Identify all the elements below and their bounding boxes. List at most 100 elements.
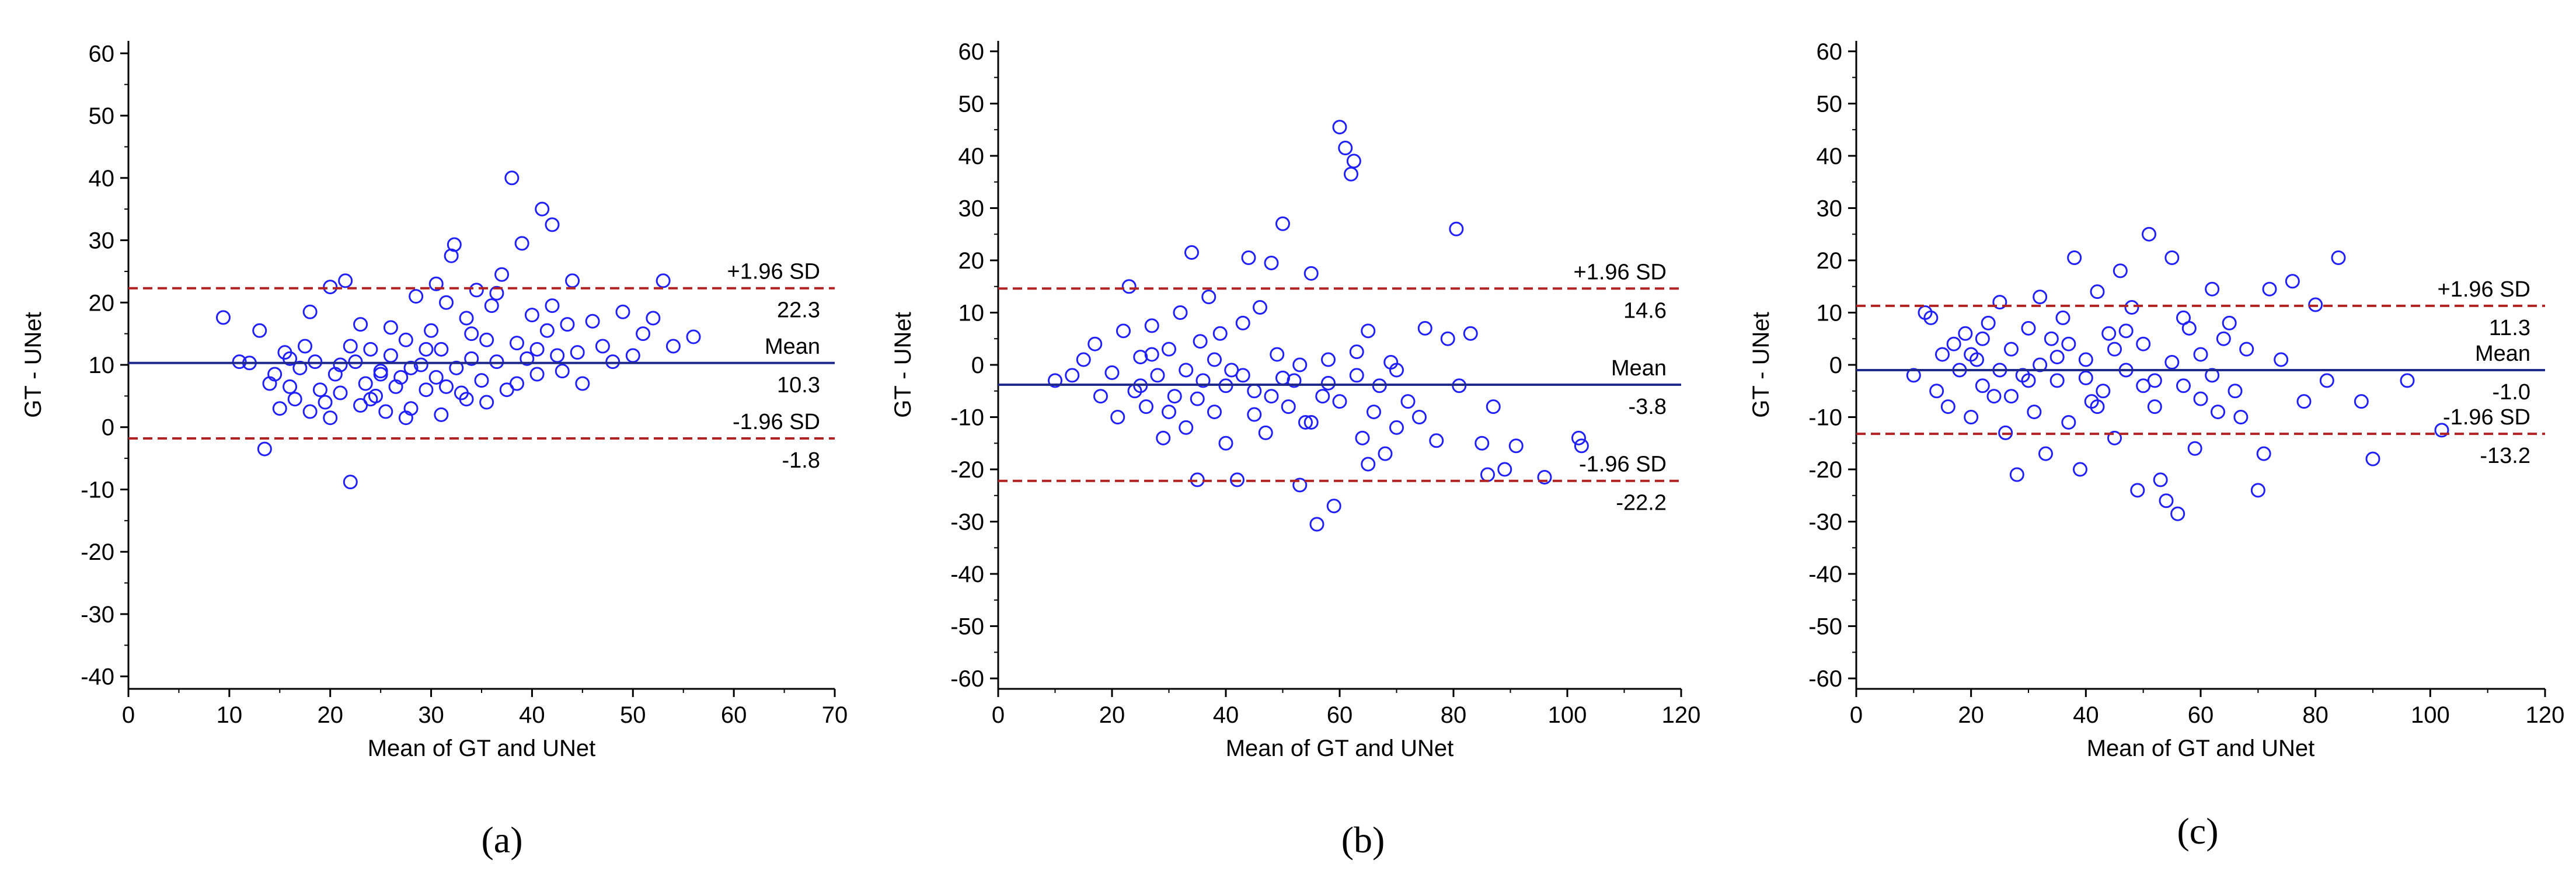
data-point: [1417, 320, 1432, 336]
y-tick-label: 0: [1829, 353, 1842, 378]
x-tick-label: 70: [822, 702, 848, 728]
data-point: [2055, 310, 2070, 325]
data-point: [1309, 517, 1324, 532]
y-tick-label: 60: [958, 39, 985, 65]
y-tick-label: -10: [1808, 405, 1842, 431]
data-point: [1338, 141, 1353, 156]
y-tick-label: 20: [89, 290, 115, 316]
data-point: [1184, 245, 1199, 260]
x-tick-label: 10: [217, 702, 243, 728]
data-point: [1964, 410, 1979, 425]
data-point: [1179, 363, 1194, 378]
x-tick-label: 120: [1662, 702, 1701, 728]
data-point: [424, 323, 439, 338]
data-point: [1303, 266, 1319, 281]
data-point: [2107, 430, 2122, 445]
upper-limit-value: 22.3: [777, 298, 820, 323]
x-tick-label: 20: [1099, 702, 1125, 728]
data-point: [1940, 399, 1955, 414]
data-point: [1946, 336, 1961, 351]
data-point: [2319, 373, 2334, 388]
data-point: [1981, 315, 1996, 330]
lower-limit-label: -1.96 SD: [733, 410, 820, 434]
data-point: [2101, 326, 2117, 341]
data-point: [1193, 334, 1208, 349]
data-point: [2365, 451, 2380, 466]
data-point: [2222, 315, 2237, 330]
data-point: [1065, 368, 1080, 383]
data-point: [1218, 436, 1233, 451]
data-point: [529, 367, 545, 382]
data-point: [585, 313, 600, 329]
data-point: [338, 273, 353, 288]
data-point: [2061, 414, 2076, 430]
data-point: [2027, 405, 2042, 420]
data-point: [312, 382, 327, 398]
data-point: [510, 336, 524, 351]
data-point: [1326, 499, 1341, 514]
data-point: [2211, 405, 2225, 420]
y-tick-label: -10: [81, 477, 114, 503]
x-tick-label: 40: [519, 702, 545, 728]
x-tick-label: 0: [992, 702, 1005, 728]
data-point: [656, 273, 671, 288]
data-point: [2073, 462, 2087, 477]
data-point: [1230, 472, 1245, 487]
data-point: [292, 360, 308, 375]
data-point: [1162, 405, 1176, 420]
y-tick-label: -20: [1808, 457, 1842, 483]
data-point: [2216, 331, 2231, 346]
data-point: [434, 342, 449, 357]
x-tick-label: 100: [1548, 702, 1587, 728]
data-point: [1264, 255, 1279, 270]
data-point: [1400, 394, 1416, 409]
data-point: [257, 441, 272, 457]
data-point: [1412, 410, 1427, 425]
x-tick-label: 40: [2073, 702, 2099, 728]
x-tick-label: 100: [2411, 702, 2450, 728]
data-point: [1361, 457, 1376, 472]
data-point: [428, 370, 444, 385]
data-point: [1992, 295, 2007, 310]
data-point: [1076, 352, 1091, 367]
upper-limit-label: +1.96 SD: [2438, 277, 2531, 302]
data-point: [2004, 389, 2019, 404]
data-point: [479, 395, 494, 410]
data-point: [1207, 405, 1222, 420]
data-point: [1349, 368, 1364, 383]
data-point: [419, 382, 434, 398]
data-point: [1247, 407, 1262, 422]
data-point: [1292, 478, 1308, 493]
data-point: [1241, 250, 1256, 265]
data-point: [1986, 389, 2002, 404]
x-tick-label: 0: [1850, 702, 1863, 728]
upper-limit-label: +1.96 SD: [727, 260, 821, 284]
y-tick-label: 50: [1817, 91, 1843, 117]
data-point: [373, 367, 388, 382]
data-point: [2107, 342, 2122, 357]
data-point: [1173, 305, 1188, 320]
data-point: [1449, 221, 1464, 236]
data-point: [510, 376, 524, 391]
data-point: [2164, 355, 2180, 370]
data-point: [2434, 423, 2449, 438]
panel-caption: (a): [481, 819, 522, 860]
data-point: [2113, 263, 2128, 278]
data-point: [555, 364, 570, 379]
y-axis-label: GT - UNet: [890, 312, 916, 418]
data-point: [2078, 352, 2093, 367]
y-tick-label: 10: [1817, 300, 1843, 326]
data-point: [1235, 368, 1250, 383]
x-tick-label: 20: [1958, 702, 1984, 728]
data-point: [1162, 342, 1176, 357]
data-point: [1332, 394, 1347, 409]
data-point: [343, 339, 358, 354]
data-point: [1087, 336, 1103, 351]
data-point: [2021, 373, 2036, 388]
scatter-points: [1048, 120, 1589, 532]
data-point: [1497, 462, 1512, 477]
data-point: [1975, 331, 1990, 346]
data-point: [409, 289, 424, 304]
y-tick-label: 20: [958, 248, 985, 274]
